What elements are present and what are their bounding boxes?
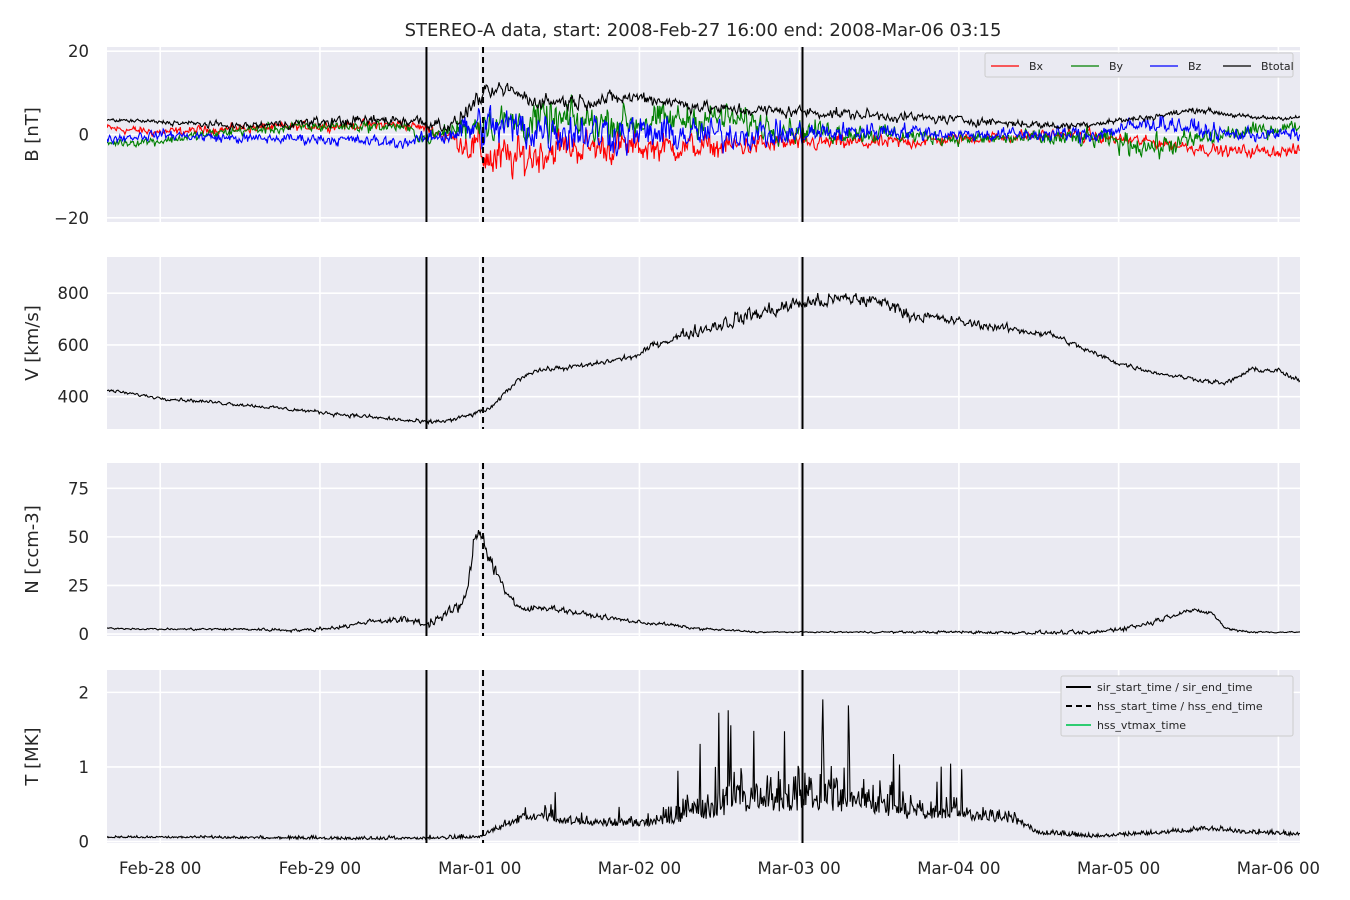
y-tick-label: −20	[54, 209, 89, 228]
y-axis-label: N [ccm-3]	[22, 505, 43, 594]
panel-data	[107, 293, 1300, 425]
legend-label: hss_vtmax_time	[1097, 719, 1186, 732]
y-axis-label: V [km/s]	[22, 305, 43, 380]
panel-data	[107, 529, 1300, 635]
legend-label-Bz: Bz	[1188, 60, 1202, 73]
y-tick-label: 1	[79, 758, 90, 777]
panel-background	[107, 257, 1300, 429]
y-tick-label: 20	[68, 42, 89, 61]
series-Btotal	[107, 82, 1300, 133]
y-tick-label: 0	[79, 833, 90, 852]
y-tick-label: 50	[68, 528, 89, 547]
legend-label-Btotal: Btotal	[1261, 60, 1294, 73]
panel-data	[107, 699, 1300, 841]
series-Bx	[107, 117, 1300, 180]
x-tick-label: Mar-03 00	[758, 859, 841, 878]
legend-label-By: By	[1109, 60, 1124, 73]
legend-label: sir_start_time / sir_end_time	[1097, 681, 1253, 694]
legend-label: hss_start_time / hss_end_time	[1097, 700, 1263, 713]
legend-box	[1060, 675, 1294, 737]
y-tick-label: 600	[58, 336, 90, 355]
x-tick-label: Mar-02 00	[598, 859, 681, 878]
panel-background	[107, 463, 1300, 636]
chart-title: STEREO-A data, start: 2008-Feb-27 16:00 …	[405, 20, 1002, 41]
x-tick-label: Mar-06 00	[1237, 859, 1320, 878]
y-tick-label: 75	[68, 479, 89, 498]
y-tick-label: 2	[79, 683, 90, 702]
y-tick-label: 0	[79, 625, 90, 644]
y-tick-label: 25	[68, 576, 89, 595]
x-tick-label: Mar-05 00	[1077, 859, 1160, 878]
x-tick-label: Feb-29 00	[279, 859, 361, 878]
y-axis-label: B [nT]	[22, 107, 43, 162]
panel-data	[107, 82, 1300, 180]
series-T	[107, 699, 1300, 841]
panel-T: 0 1 2 T [MK] sir_start_time / sir_end_timehs…	[22, 670, 1320, 878]
x-tick-label: Feb-28 00	[119, 859, 201, 878]
legend-label-Bx: Bx	[1029, 60, 1044, 73]
series-V	[107, 293, 1300, 425]
panel-N: 0 25 50 75 N [ccm-3]	[22, 463, 1300, 644]
x-tick-label: Mar-04 00	[917, 859, 1000, 878]
series-Bz	[107, 104, 1300, 157]
y-axis-label: T [MK]	[22, 727, 43, 786]
y-tick-label: 800	[58, 284, 90, 303]
x-tick-label: Mar-01 00	[438, 859, 521, 878]
y-tick-label: 0	[79, 126, 90, 145]
panel-B: −20 0 20 B [nT] Bx By Bz Btotal	[22, 42, 1300, 228]
panel-V: 400 600 800 V [km/s]	[22, 257, 1300, 429]
y-tick-label: 400	[58, 388, 90, 407]
legend-box	[984, 52, 1294, 78]
series-N	[107, 529, 1300, 635]
